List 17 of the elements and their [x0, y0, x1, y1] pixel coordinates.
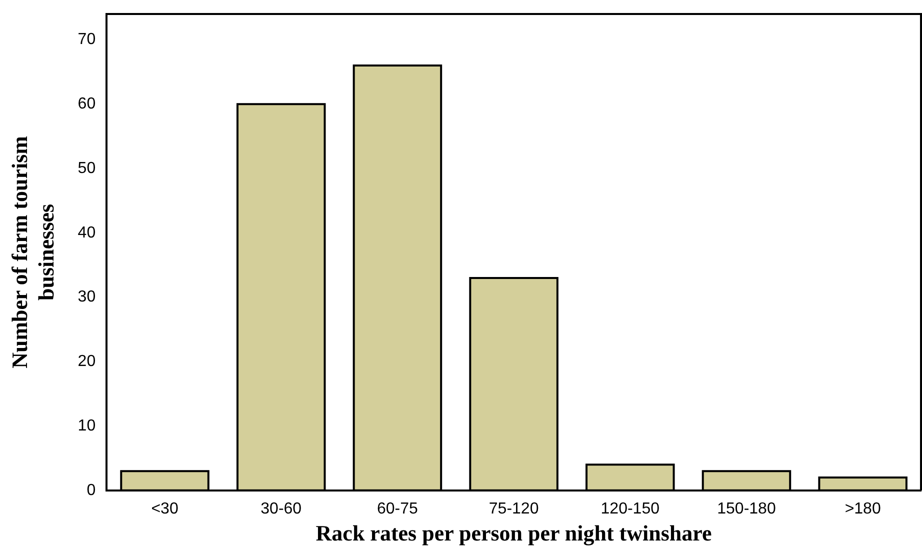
x-tick-label: 30-60	[260, 500, 302, 518]
x-tick-label: 60-75	[376, 500, 418, 518]
y-axis-title: Number of farm tourism businesses	[6, 136, 58, 368]
y-tick-label: 0	[86, 482, 96, 499]
y-tick-label: 30	[78, 288, 96, 306]
y-tick-label: 10	[78, 417, 96, 434]
y-tick-label: 60	[78, 96, 96, 113]
y-tick-label: 70	[78, 31, 96, 48]
x-tick-label: <30	[151, 500, 178, 518]
y-tick-label: 40	[78, 224, 96, 242]
x-axis-title: Rack rates per person per night twinshare	[316, 520, 712, 546]
x-tick-label: >180	[844, 500, 881, 518]
y-tick-label: 20	[78, 353, 96, 370]
x-tick-label: 150-180	[717, 500, 776, 518]
x-tick-label: 75-120	[488, 500, 539, 518]
y-tick-label: 50	[78, 160, 96, 177]
x-tick-label: 120-150	[600, 500, 660, 518]
